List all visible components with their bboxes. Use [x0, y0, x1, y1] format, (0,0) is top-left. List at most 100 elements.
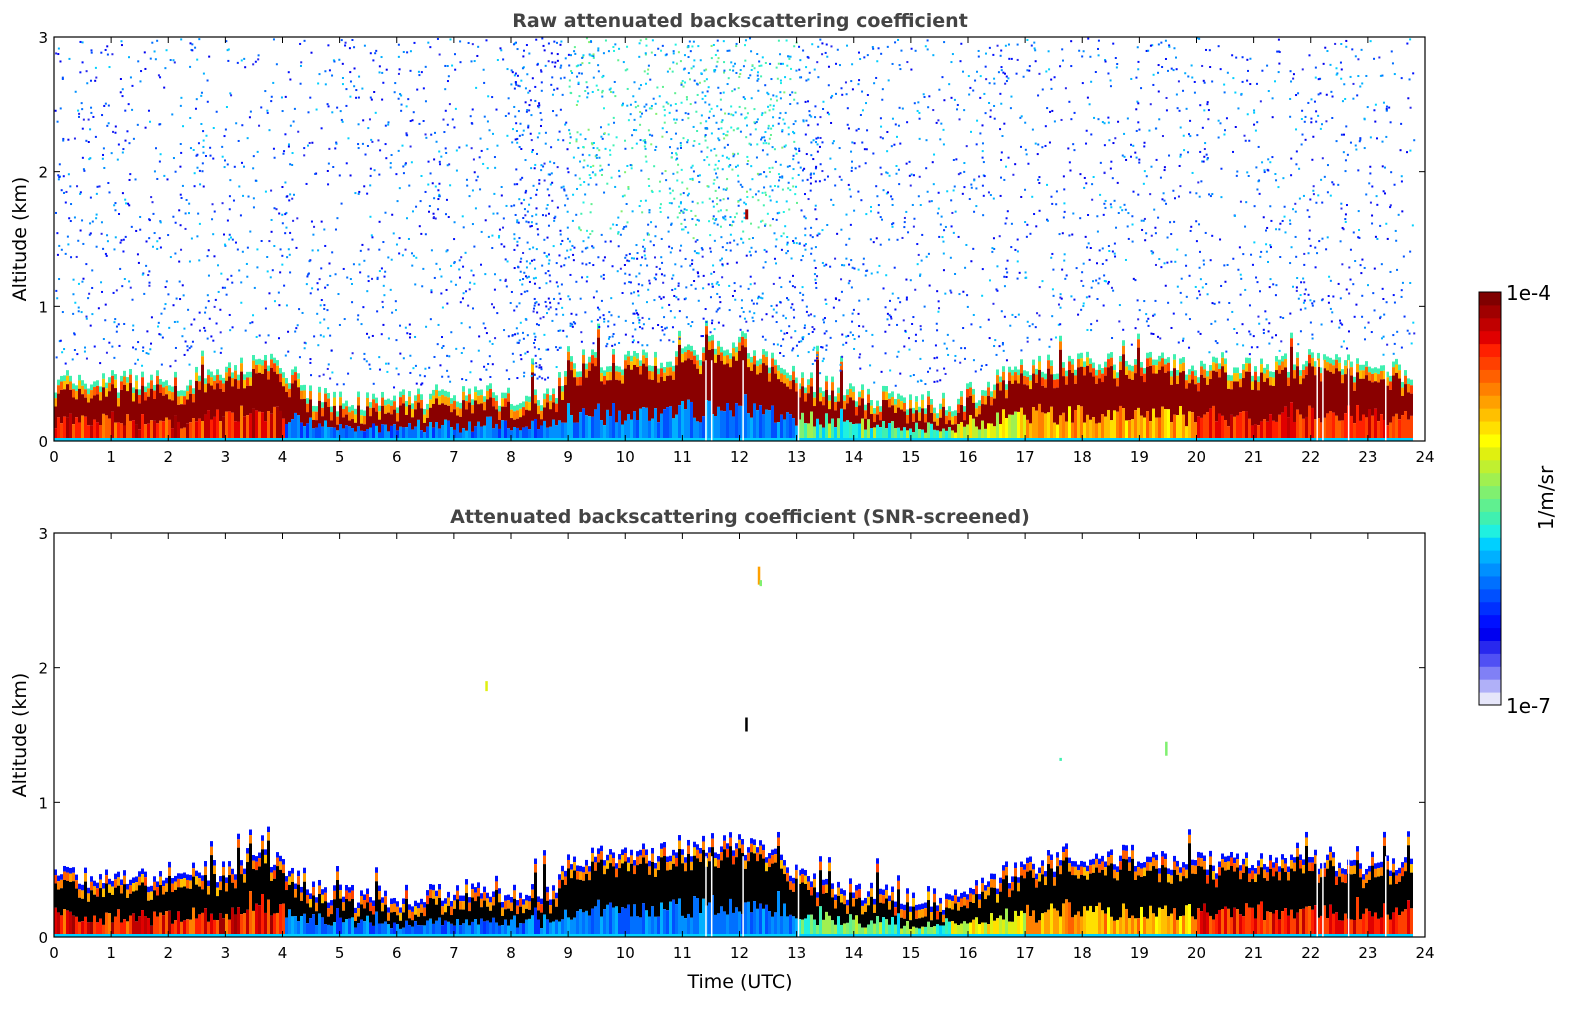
- heatmap-cell: [579, 376, 582, 386]
- noise-pixel: [885, 192, 888, 195]
- heatmap-cell: [1254, 366, 1257, 372]
- noise-pixel: [338, 323, 341, 326]
- heatmap-cell: [381, 438, 384, 441]
- noise-pixel: [578, 226, 581, 229]
- heatmap-cell: [117, 398, 120, 407]
- heatmap-cell: [984, 390, 987, 397]
- heatmap-cell: [1149, 421, 1152, 438]
- noise-pixel: [454, 68, 457, 71]
- noise-pixel: [1244, 139, 1247, 142]
- heatmap-cell: [690, 401, 693, 438]
- noise-pixel: [516, 137, 519, 140]
- heatmap-cell: [297, 378, 300, 388]
- noise-pixel: [107, 104, 110, 107]
- noise-pixel: [305, 182, 308, 185]
- heatmap-cell: [753, 364, 756, 404]
- noise-pixel: [409, 371, 412, 374]
- noise-pixel: [363, 259, 366, 262]
- heatmap-cell: [126, 414, 129, 438]
- heatmap-cell: [1167, 438, 1170, 441]
- heatmap-cell: [99, 425, 102, 438]
- heatmap-cell: [540, 425, 543, 438]
- noise-pixel: [318, 278, 321, 281]
- heatmap-cell: [474, 438, 477, 441]
- heatmap-cell: [858, 405, 861, 424]
- noise-pixel: [695, 223, 698, 226]
- noise-pixel: [894, 384, 897, 387]
- noise-pixel: [912, 225, 915, 228]
- noise-pixel: [121, 95, 124, 98]
- noise-pixel: [555, 346, 558, 349]
- noise-pixel: [767, 127, 770, 130]
- heatmap-cell: [855, 423, 858, 438]
- heatmap-cell: [915, 396, 918, 402]
- noise-pixel: [1406, 329, 1409, 332]
- heatmap-cell: [1158, 361, 1161, 370]
- heatmap-cell: [324, 438, 327, 441]
- heatmap-cell: [1116, 386, 1119, 412]
- noise-pixel: [826, 55, 829, 58]
- heatmap-cell: [732, 356, 735, 417]
- noise-pixel: [1400, 175, 1403, 178]
- noise-pixel: [918, 117, 921, 120]
- heatmap-cell: [1104, 367, 1107, 376]
- noise-pixel: [1412, 72, 1415, 75]
- noise-pixel: [793, 98, 796, 101]
- noise-pixel: [635, 129, 638, 132]
- noise-pixel: [726, 49, 729, 52]
- heatmap-cell: [861, 389, 864, 399]
- noise-pixel: [1137, 102, 1140, 105]
- heatmap-cell: [852, 391, 855, 401]
- heatmap-cell: [1257, 438, 1260, 441]
- noise-pixel: [476, 175, 479, 178]
- noise-pixel: [348, 47, 351, 50]
- heatmap-cell: [1029, 423, 1032, 438]
- heatmap-cell: [717, 406, 720, 438]
- heatmap-cell: [1332, 412, 1335, 438]
- noise-pixel: [1270, 219, 1273, 222]
- heatmap-cell: [588, 362, 591, 371]
- noise-pixel: [710, 57, 713, 60]
- noise-pixel: [1103, 144, 1106, 147]
- noise-pixel: [602, 107, 605, 110]
- heatmap-cell: [1377, 421, 1380, 438]
- heatmap-cell: [912, 438, 915, 441]
- heatmap-cell: [1371, 438, 1374, 441]
- heatmap-cell: [1404, 384, 1407, 412]
- heatmap-cell: [1164, 364, 1167, 373]
- noise-pixel: [626, 259, 629, 262]
- heatmap-cell: [891, 396, 894, 406]
- heatmap-cell: [1362, 438, 1365, 441]
- heatmap-cell: [750, 362, 753, 371]
- noise-pixel: [621, 103, 624, 106]
- noise-pixel: [846, 44, 849, 47]
- noise-pixel: [836, 48, 839, 51]
- heatmap-cell: [438, 438, 441, 441]
- noise-pixel: [1007, 156, 1010, 159]
- noise-pixel: [1201, 126, 1204, 129]
- noise-pixel: [630, 292, 633, 295]
- noise-pixel: [743, 44, 746, 47]
- heatmap-cell: [756, 438, 759, 441]
- noise-pixel: [1374, 103, 1377, 106]
- noise-pixel: [652, 244, 655, 247]
- noise-pixel: [1258, 322, 1261, 325]
- noise-pixel: [631, 302, 634, 305]
- heatmap-cell: [1398, 370, 1401, 379]
- noise-pixel: [854, 167, 857, 170]
- noise-pixel: [1194, 285, 1197, 288]
- noise-pixel: [1208, 193, 1211, 196]
- noise-pixel: [801, 338, 804, 341]
- heatmap-cell: [333, 438, 336, 441]
- noise-pixel: [1179, 126, 1182, 129]
- noise-pixel: [714, 163, 717, 166]
- heatmap-cell: [1212, 370, 1215, 406]
- heatmap-cell: [1290, 346, 1293, 403]
- heatmap-cell: [768, 367, 771, 374]
- heatmap-cell: [315, 411, 318, 421]
- heatmap-cell: [462, 400, 465, 429]
- noise-pixel: [993, 345, 996, 348]
- noise-pixel: [332, 59, 335, 62]
- noise-pixel: [159, 220, 162, 223]
- noise-pixel: [694, 101, 697, 104]
